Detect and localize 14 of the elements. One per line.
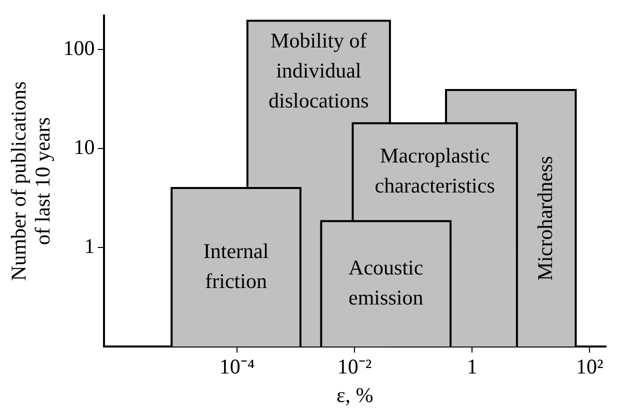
series-label: Internal friction bbox=[203, 238, 269, 293]
series-label: Acoustic emission bbox=[348, 255, 424, 310]
series-label: Mobility of individual dislocations bbox=[268, 28, 369, 113]
x-tick-label: 10⁻⁴ bbox=[219, 354, 255, 379]
y-tick-label: 10 bbox=[74, 135, 95, 160]
x-axis-title: ε, % bbox=[336, 382, 374, 407]
y-tick-label: 100 bbox=[63, 36, 95, 60]
x-tick-label: 10⁻² bbox=[337, 354, 372, 379]
series-label: Microhardness bbox=[532, 156, 557, 281]
y-axis-title: Number of publications of last 10 years bbox=[6, 81, 55, 281]
series-label: Macroplastic characteristics bbox=[374, 144, 495, 198]
y-tick-label: 1 bbox=[84, 234, 95, 258]
x-tick-label: 1 bbox=[466, 354, 478, 379]
x-tick-label: 10² bbox=[576, 354, 604, 379]
